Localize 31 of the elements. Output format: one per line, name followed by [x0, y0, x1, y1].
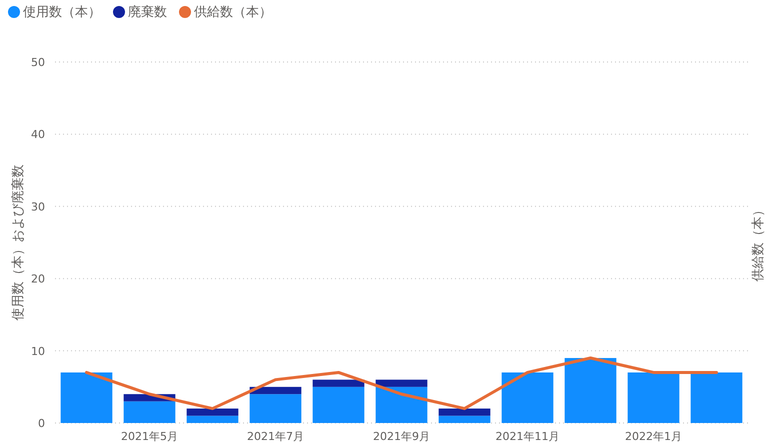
y2-axis-title: 供給数（本） — [751, 204, 766, 282]
legend-label: 廃棄数 — [128, 4, 167, 20]
bar — [124, 401, 176, 423]
y-tick-label: 0 — [38, 417, 45, 430]
bar — [690, 372, 742, 423]
x-tick-label: 2022年1月 — [625, 430, 682, 443]
bar — [376, 386, 428, 423]
y-tick-label: 10 — [31, 344, 45, 358]
x-tick-label: 2021年7月 — [247, 430, 304, 443]
legend-label: 供給数（本） — [194, 5, 272, 20]
y-axis-title: 使用数（本）および廃棄数 — [10, 164, 26, 320]
legend-label: 使用数（本） — [23, 5, 101, 20]
y-tick-label: 30 — [31, 200, 45, 214]
bar — [186, 416, 238, 423]
bar — [564, 358, 616, 423]
bar — [250, 394, 302, 423]
y-tick-label: 40 — [31, 128, 45, 142]
bar — [438, 416, 490, 423]
y-tick-label: 20 — [31, 272, 45, 286]
bar — [186, 408, 238, 416]
bar — [438, 408, 490, 416]
y-tick-label: 50 — [31, 56, 45, 69]
bar — [60, 372, 112, 423]
bar — [312, 386, 364, 423]
bar — [502, 372, 554, 423]
x-tick-label: 2021年5月 — [121, 430, 178, 443]
bar — [376, 380, 428, 387]
x-tick-label: 2021年9月 — [373, 430, 430, 443]
bar — [628, 372, 680, 423]
x-tick-label: 2021年11月 — [496, 430, 560, 443]
bar — [312, 380, 364, 387]
